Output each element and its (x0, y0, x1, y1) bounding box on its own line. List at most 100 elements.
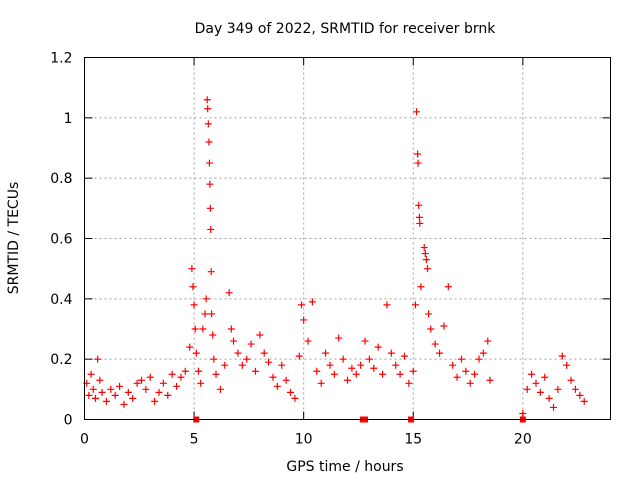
data-point (322, 349, 330, 357)
data-point (188, 265, 196, 273)
data-point (278, 361, 286, 369)
data-point (230, 337, 238, 345)
data-point (411, 301, 419, 309)
data-point (238, 361, 246, 369)
y-tick-label: 0 (64, 413, 73, 429)
data-point (414, 150, 422, 158)
data-point (344, 376, 351, 384)
data-point (370, 364, 378, 372)
x-axis-label: GPS time / hours (286, 459, 403, 475)
data-point (413, 108, 421, 116)
data-point (265, 358, 273, 366)
data-point (142, 385, 150, 393)
data-point (475, 355, 483, 363)
data-point (335, 334, 343, 342)
data-point (466, 379, 474, 387)
data-point (576, 391, 584, 399)
data-point (440, 322, 448, 330)
data-point (189, 283, 197, 291)
data-point (221, 361, 229, 369)
data-point (365, 355, 373, 363)
data-point (234, 349, 242, 357)
data-point (339, 355, 347, 363)
data-point (416, 219, 424, 227)
data-point (85, 391, 93, 399)
data-point (102, 397, 110, 405)
data-point (96, 376, 104, 384)
data-point (484, 337, 492, 345)
data-point (415, 213, 423, 221)
y-tick-label: 0.6 (50, 232, 72, 248)
data-point (204, 105, 212, 113)
data-point (580, 397, 588, 405)
y-axis-label: SRMTID / TECUs (6, 182, 22, 295)
data-point (427, 325, 435, 333)
data-point (206, 204, 214, 212)
data-point (528, 370, 536, 378)
data-point (120, 400, 128, 408)
data-point (317, 379, 325, 387)
data-point (146, 373, 154, 381)
data-point (282, 376, 290, 384)
data-point (420, 244, 428, 252)
data-point (304, 337, 312, 345)
data-point (374, 343, 382, 351)
data-point (227, 325, 235, 333)
data-point (471, 370, 479, 378)
plot-frame (84, 57, 611, 420)
x-tick-label: 5 (190, 432, 199, 448)
data-point (247, 340, 255, 348)
data-point (352, 370, 360, 378)
data-point (357, 361, 365, 369)
data-point (431, 340, 439, 348)
data-point (532, 379, 540, 387)
x-tick-label: 0 (80, 432, 89, 448)
data-point (98, 388, 106, 396)
data-point (260, 349, 268, 357)
data-point (91, 394, 99, 402)
data-point (216, 385, 224, 393)
data-point (423, 265, 431, 273)
data-point (164, 391, 172, 399)
data-point (181, 367, 189, 375)
chart-title: Day 349 of 2022, SRMTID for receiver brn… (195, 21, 497, 37)
data-point (273, 382, 281, 390)
data-point (194, 367, 202, 375)
data-point (173, 382, 181, 390)
x-tick-label: 10 (295, 432, 313, 448)
data-point (137, 376, 145, 384)
data-point (326, 361, 334, 369)
x-tick-label: 20 (514, 432, 532, 448)
data-point (159, 379, 167, 387)
data-points (83, 96, 588, 423)
data-point (192, 349, 200, 357)
y-tick-label: 1.2 (50, 51, 72, 67)
data-point (177, 373, 185, 381)
data-point (392, 361, 400, 369)
data-point (308, 298, 316, 306)
data-point (554, 385, 562, 393)
data-point (462, 367, 470, 375)
data-point (396, 370, 404, 378)
data-point (124, 388, 132, 396)
data-point (225, 289, 233, 297)
data-point (133, 379, 141, 387)
data-point (379, 370, 387, 378)
y-tick-label: 0.2 (50, 352, 72, 368)
data-point (295, 352, 303, 360)
data-point (155, 388, 163, 396)
data-point (256, 331, 264, 339)
data-point (457, 355, 465, 363)
data-point (107, 385, 115, 393)
data-point (204, 120, 212, 128)
data-point (116, 382, 124, 390)
data-point (422, 256, 430, 264)
data-point (205, 159, 213, 167)
data-point (444, 283, 452, 291)
data-point (486, 376, 494, 384)
data-point (330, 370, 338, 378)
data-point (313, 367, 321, 375)
data-point (191, 325, 199, 333)
data-point (205, 138, 213, 146)
data-point (453, 373, 461, 381)
